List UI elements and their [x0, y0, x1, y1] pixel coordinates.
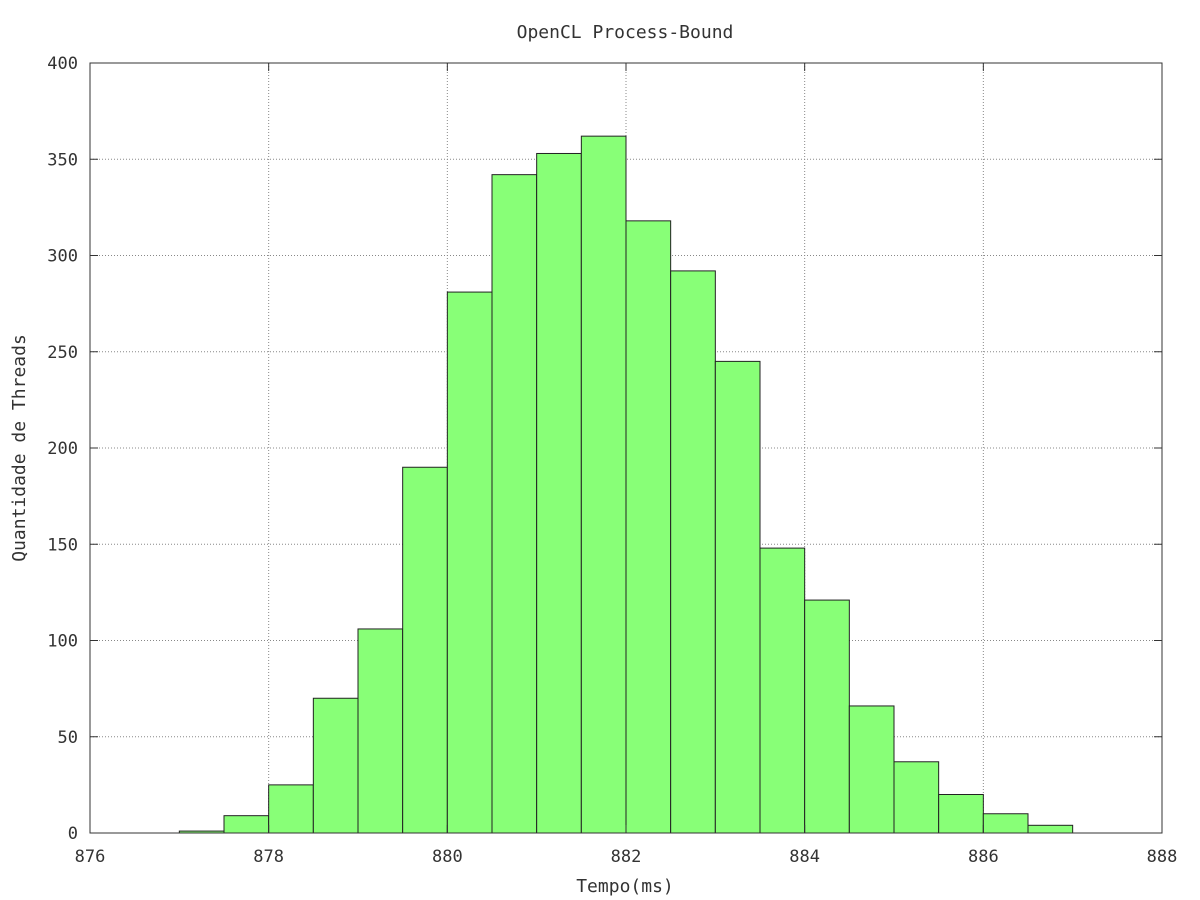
x-tick-label: 878	[253, 847, 284, 867]
histogram-bar	[759, 547, 806, 834]
x-tick-label: 882	[611, 847, 642, 867]
y-tick-label: 150	[47, 535, 78, 555]
histogram-bar	[1027, 824, 1074, 834]
histogram-bar	[804, 599, 850, 834]
x-tick-label: 876	[75, 847, 106, 867]
y-tick-label: 250	[47, 343, 78, 363]
histogram-bar	[580, 135, 627, 834]
y-tick-label: 200	[47, 439, 78, 459]
histogram-bar	[402, 466, 448, 834]
histogram-bar	[536, 152, 582, 834]
histogram-bar	[714, 360, 761, 834]
histogram-bar	[223, 815, 270, 834]
histogram-bar	[625, 220, 672, 834]
x-tick-label: 886	[968, 847, 999, 867]
x-axis-label: Tempo(ms)	[576, 876, 674, 897]
histogram-bar	[491, 174, 538, 834]
y-tick-label: 300	[47, 247, 78, 267]
y-tick-label: 0	[68, 824, 78, 844]
x-tick-label: 880	[432, 847, 463, 867]
histogram-bar	[893, 761, 940, 834]
histogram-bar	[938, 794, 984, 834]
chart-title: OpenCL Process-Bound	[517, 22, 734, 43]
axis-ticks: 0 50 100 150 200 250 300 350 400 876 878 880 882 884 8…	[47, 54, 1177, 867]
y-tick-label: 100	[47, 632, 78, 652]
y-tick-label: 350	[47, 150, 78, 170]
x-tick-label: 888	[1147, 847, 1178, 867]
y-tick-label: 400	[47, 54, 78, 74]
histogram-bar	[268, 784, 314, 834]
y-tick-label: 50	[58, 728, 78, 748]
histogram-bar	[312, 697, 359, 834]
histogram-bar	[848, 705, 895, 834]
histogram-bar	[670, 270, 716, 834]
x-tick-label: 884	[789, 847, 820, 867]
histogram-bar	[982, 813, 1029, 834]
y-axis-label: Quantidade de Threads	[9, 334, 30, 562]
histogram-bars	[178, 135, 1074, 834]
histogram-bar	[446, 291, 493, 834]
histogram-bar	[357, 628, 404, 834]
